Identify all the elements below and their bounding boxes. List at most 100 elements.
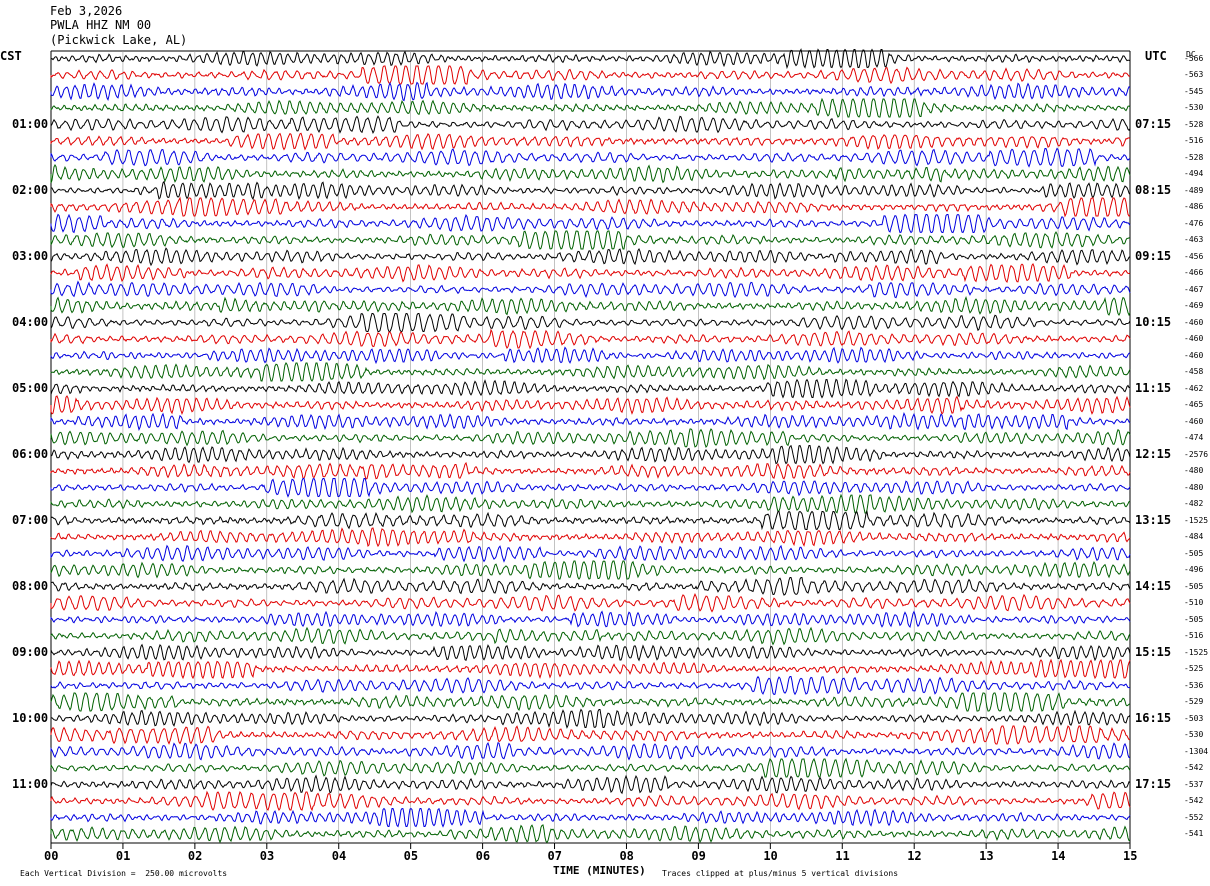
dc-label: DC [1186, 50, 1196, 59]
dc-offset-value: -467 [1184, 284, 1204, 294]
trace-line [50, 592, 1131, 613]
trace-line [50, 510, 1131, 531]
x-axis-label: TIME (MINUTES) [553, 864, 646, 877]
trace-line [50, 444, 1131, 465]
trace-line [50, 196, 1131, 218]
dc-offset-value: -480 [1184, 482, 1204, 492]
scale-note: Each Vertical Division = 250.00 microvol… [20, 869, 228, 878]
header-location: (Pickwick Lake, AL) [50, 33, 188, 47]
x-tick-label: 02 [187, 849, 203, 863]
dc-offset-value: -542 [1184, 763, 1204, 772]
trace-line [50, 280, 1131, 299]
trace-line [50, 132, 1131, 151]
dc-offset-value: -525 [1184, 664, 1204, 673]
dc-offset-value: -476 [1184, 218, 1204, 228]
x-tick-label: 14 [1051, 849, 1066, 863]
dc-offset-value: -458 [1184, 367, 1204, 376]
left-time-label: 10:00 [12, 710, 49, 725]
dc-offset-value: -482 [1184, 499, 1204, 508]
dc-offset-value: -552 [1184, 812, 1204, 822]
left-time-label: 01:00 [12, 116, 49, 131]
trace-line [50, 742, 1130, 761]
right-timezone-label: UTC [1145, 49, 1167, 63]
right-time-label: 07:15 [1135, 116, 1172, 131]
dc-offset-value: -1525 [1184, 515, 1209, 525]
trace-line [50, 790, 1131, 812]
trace-line [50, 774, 1131, 795]
left-time-label: 02:00 [12, 182, 49, 197]
trace-line [50, 428, 1131, 448]
x-tick-label: 03 [259, 849, 275, 863]
dc-offset-value: -516 [1184, 631, 1204, 640]
dc-offset-value: -505 [1184, 614, 1204, 624]
left-timezone-label: CST [0, 49, 22, 63]
right-time-label: 15:15 [1135, 644, 1172, 659]
dc-offset-value: -1525 [1184, 647, 1209, 657]
dc-offset-value: -541 [1184, 829, 1204, 838]
dc-offset-value: -489 [1184, 185, 1204, 195]
trace-line [50, 213, 1131, 234]
dc-offset-value: -456 [1184, 251, 1204, 261]
trace-line [50, 477, 1131, 498]
trace-line [50, 757, 1131, 778]
x-tick-label: 10 [763, 849, 778, 863]
trace-line [50, 328, 1131, 350]
x-tick-label: 01 [115, 849, 131, 863]
right-time-label: 11:15 [1135, 380, 1172, 395]
trace-line [50, 312, 1131, 333]
trace-line [50, 247, 1131, 267]
clip-note: Traces clipped at plus/minus 5 vertical … [662, 869, 899, 878]
dc-offset-value: -494 [1184, 169, 1204, 178]
dc-offset-value: -463 [1184, 235, 1204, 244]
trace-line [50, 576, 1131, 596]
trace-line [50, 97, 1131, 118]
trace-line [50, 48, 1131, 70]
left-time-label: 08:00 [12, 578, 49, 593]
trace-line [50, 692, 1131, 712]
trace-line [50, 163, 1131, 184]
dc-offset-value: -528 [1184, 152, 1204, 162]
dc-offset-value: -496 [1184, 565, 1204, 574]
trace-line [50, 295, 1131, 317]
x-tick-label: 07 [547, 849, 562, 863]
trace-line [50, 824, 1131, 844]
trace-line [50, 807, 1131, 828]
dc-offset-value: -1304 [1184, 746, 1209, 756]
x-tick-label: 06 [475, 849, 491, 863]
dc-offset-value: -563 [1184, 70, 1204, 79]
left-time-label: 04:00 [12, 314, 49, 329]
dc-offset-value: -528 [1184, 119, 1204, 129]
trace-line [50, 658, 1131, 680]
trace-line [50, 610, 1131, 629]
trace-line [50, 378, 1131, 399]
left-time-label: 03:00 [12, 248, 49, 263]
dc-offset-value: -460 [1184, 416, 1204, 426]
dc-offset-value: -510 [1184, 598, 1204, 607]
dc-offset-value: -530 [1184, 103, 1204, 112]
trace-line [50, 643, 1131, 662]
dc-offset-value: -466 [1184, 268, 1204, 277]
x-tick-label: 04 [331, 849, 347, 863]
dc-offset-value: -460 [1184, 334, 1204, 343]
trace-line [50, 527, 1131, 548]
trace-line [50, 708, 1131, 729]
trace-line [50, 263, 1131, 284]
dc-offset-value: -505 [1184, 548, 1204, 558]
right-time-label: 08:15 [1135, 182, 1172, 197]
right-time-label: 10:15 [1135, 314, 1172, 329]
trace-line [50, 115, 1131, 134]
dc-offset-value: -505 [1184, 581, 1204, 591]
dc-offset-value: -460 [1184, 350, 1204, 360]
right-time-label: 12:15 [1135, 446, 1172, 461]
trace-line [50, 65, 1131, 85]
trace-line [50, 675, 1130, 696]
trace-line [50, 147, 1131, 168]
right-time-label: 14:15 [1135, 578, 1172, 593]
x-tick-label: 13 [979, 849, 994, 863]
left-time-label: 11:00 [12, 776, 49, 791]
dc-offset-value: -542 [1184, 796, 1204, 805]
header-station: PWLA HHZ NM 00 [50, 18, 152, 32]
trace-line [50, 461, 1131, 480]
dc-offset-value: -465 [1184, 400, 1204, 409]
